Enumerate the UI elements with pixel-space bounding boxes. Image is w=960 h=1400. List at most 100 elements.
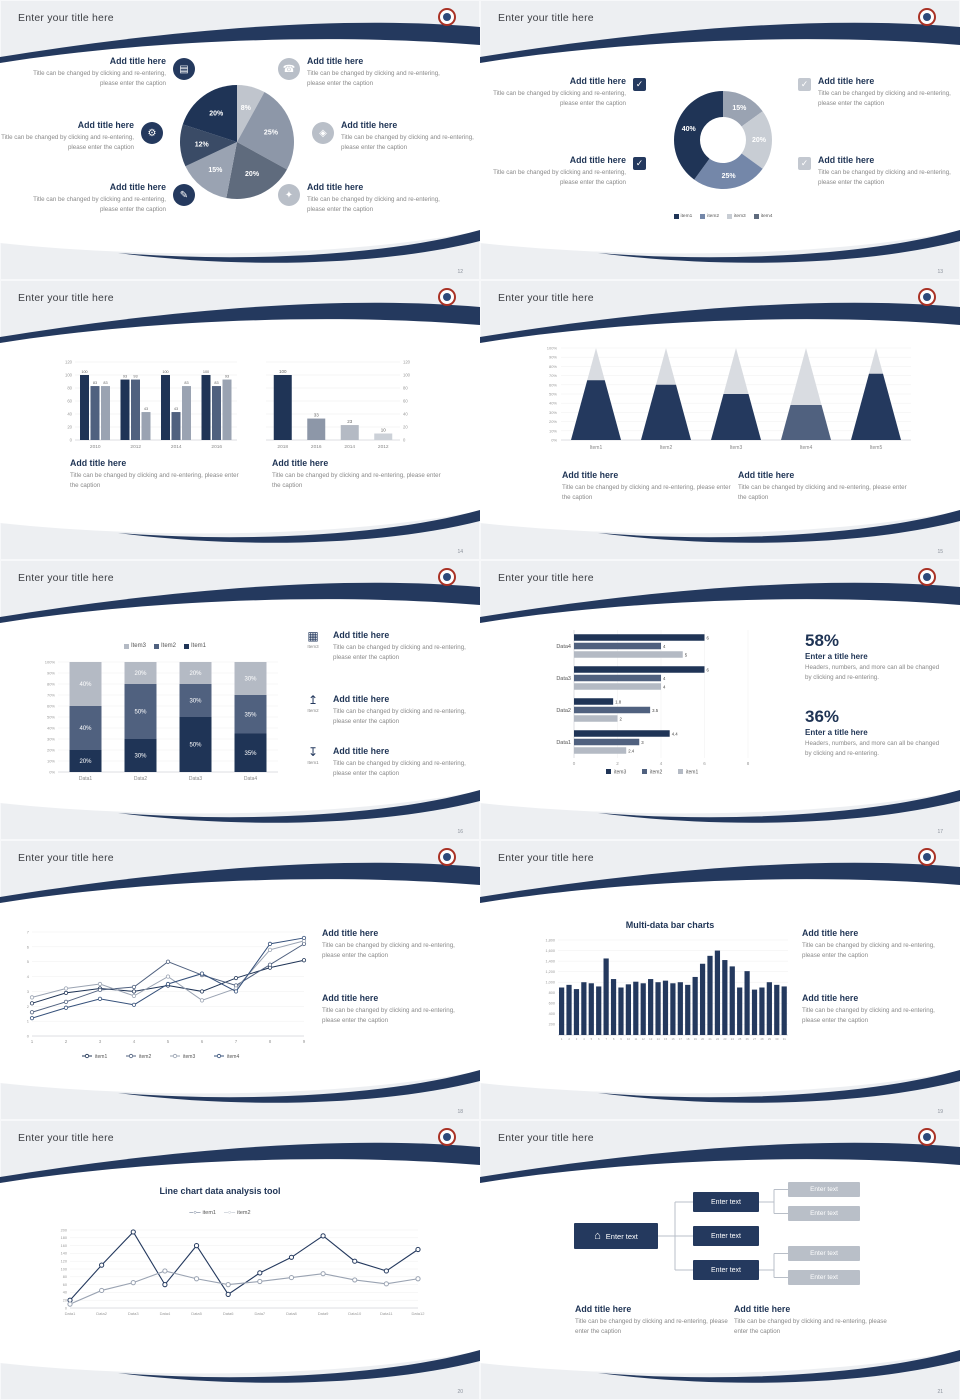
donut-chart: 15% 20% 25% 40% [674, 91, 772, 189]
svg-text:7: 7 [605, 1037, 607, 1041]
svg-text:24: 24 [731, 1037, 735, 1041]
diagram-node-box[interactable]: Enter text [693, 1226, 759, 1246]
chart-title: Line chart data analysis tool [159, 1186, 281, 1196]
block-caption: Title can be changed by clicking and re-… [272, 472, 441, 489]
block-title: Add title here [569, 155, 626, 165]
svg-text:100: 100 [279, 369, 287, 374]
monitor-icon: ▤ [173, 58, 195, 80]
svg-text:2018: 2018 [277, 444, 288, 450]
legend-item: item2 [700, 214, 719, 219]
slide-title: Enter your title here [498, 12, 594, 24]
svg-text:7: 7 [27, 930, 30, 935]
svg-text:15%: 15% [208, 167, 223, 174]
block-caption: Title can be changed by clicking and re-… [562, 484, 731, 501]
svg-text:400: 400 [549, 1012, 555, 1016]
diagram-root-box[interactable]: ⌂ Enter text [574, 1223, 658, 1249]
svg-text:item3: item3 [183, 1054, 195, 1060]
svg-text:23: 23 [347, 419, 353, 424]
block-caption: Title can be changed by clicking and re-… [33, 70, 166, 87]
feature-block: Add title here Title can be changed by c… [802, 993, 948, 1025]
diagram-leaf-box[interactable]: Enter text [788, 1182, 860, 1197]
block-title: Add title here [307, 182, 364, 192]
svg-text:20: 20 [63, 1299, 67, 1303]
stat-value: 36% [805, 707, 840, 726]
svg-text:10: 10 [627, 1037, 631, 1041]
feature-block: Add title here Title can be changed by c… [272, 458, 442, 490]
page-number: 18 [457, 1109, 463, 1115]
slide-12[interactable]: Enter your title here 8% 25% 20% 15% 12% 20% … [0, 0, 480, 280]
svg-text:0: 0 [27, 1034, 30, 1039]
svg-text:5: 5 [27, 959, 30, 964]
svg-text:item2: item2 [650, 770, 662, 776]
svg-text:1,400: 1,400 [545, 959, 555, 963]
svg-text:2: 2 [568, 1037, 570, 1041]
page-number: 20 [457, 1389, 463, 1395]
feature-block: Add title here Title can be changed by c… [14, 56, 202, 88]
svg-text:Data3: Data3 [189, 776, 203, 782]
stat-title: Enter a title here [805, 728, 868, 737]
svg-text:140: 140 [61, 1252, 67, 1256]
block-title: Add title here [569, 76, 626, 86]
svg-text:100: 100 [61, 1267, 67, 1271]
slide-13[interactable]: Enter your title here 15% 20% 25% 40% item1… [480, 0, 960, 280]
diagram-node-box[interactable]: Enter text [693, 1260, 759, 1280]
svg-text:600: 600 [549, 1002, 555, 1006]
stat-title: Enter a title here [805, 652, 868, 661]
svg-text:28: 28 [760, 1037, 764, 1041]
block-caption: Title can be changed by clicking and re-… [341, 134, 474, 151]
svg-text:4.4: 4.4 [672, 731, 679, 736]
slide-title: Enter your title here [18, 572, 114, 584]
svg-text:6: 6 [707, 635, 710, 640]
slide-decoration [480, 22, 960, 263]
slide-decoration [0, 1142, 480, 1383]
slide-15[interactable]: Enter your title here 0% 10% 20% 30% 40% 50% 6… [480, 280, 960, 560]
line-legend: ─○─ item1 ─○─ item2 [140, 1210, 300, 1216]
slide-20[interactable]: Enter your title here Line chart data an… [0, 1120, 480, 1400]
svg-text:18: 18 [686, 1037, 690, 1041]
key-icon: ✦ [278, 184, 300, 206]
feature-block: Add title here Title can be changed by c… [14, 182, 202, 214]
svg-text:6: 6 [201, 1039, 204, 1044]
svg-text:60: 60 [403, 399, 408, 404]
svg-text:180: 180 [61, 1236, 67, 1240]
slide-21[interactable]: Enter your title here ⌂ Enter text Enter … [480, 1120, 960, 1400]
svg-text:120: 120 [61, 1260, 67, 1264]
stat-caption: Headers, numbers, and more can all be ch… [805, 664, 940, 681]
svg-text:50%: 50% [189, 743, 202, 749]
svg-text:6: 6 [703, 761, 706, 766]
slide-17[interactable]: Enter your title here 0 2 4 6 8 Data4 6 4 5 Data3… [480, 560, 960, 840]
svg-text:8: 8 [613, 1037, 615, 1041]
svg-text:20%: 20% [752, 137, 767, 144]
legend-item: item3 [727, 214, 746, 219]
svg-text:8: 8 [747, 761, 750, 766]
svg-text:20%: 20% [134, 671, 147, 677]
legend-item: ─○─ item2 [224, 1210, 251, 1216]
school-logo-icon [438, 288, 456, 306]
diagram-leaf-box[interactable]: Enter text [788, 1270, 860, 1285]
block-caption: Title can be changed by clicking and re-… [493, 169, 626, 186]
diagram-leaf-box[interactable]: Enter text [788, 1206, 860, 1221]
block-caption: Title can be changed by clicking and re-… [818, 169, 951, 186]
svg-text:40%: 40% [79, 726, 92, 732]
school-logo-icon [918, 8, 936, 26]
block-caption: Title can be changed by clicking and re-… [802, 1007, 935, 1024]
diagram-node-box[interactable]: Enter text [693, 1192, 759, 1212]
slide-19[interactable]: Enter your title here Multi-data bar cha… [480, 840, 960, 1120]
feature-block: Add title here Title can be changed by c… [562, 470, 732, 502]
svg-text:19: 19 [694, 1037, 698, 1041]
svg-text:Data5: Data5 [191, 1311, 202, 1316]
slide-14[interactable]: Enter your title here 0 20 40 60 80 100 120 201… [0, 280, 480, 560]
svg-text:100%: 100% [547, 346, 558, 351]
svg-text:20: 20 [403, 425, 408, 430]
page-number: 21 [937, 1389, 943, 1395]
page-number: 13 [937, 269, 943, 275]
diagram-leaf-box[interactable]: Enter text [788, 1246, 860, 1261]
block-caption: Title can be changed by clicking and re-… [734, 1318, 887, 1335]
slide-16[interactable]: Enter your title here Item3 Item2 Item1 0%… [0, 560, 480, 840]
svg-text:2: 2 [620, 716, 623, 721]
flow-diagram: ⌂ Enter text Enter text Enter text Enter … [558, 1175, 878, 1290]
slide-title: Enter your title here [498, 292, 594, 304]
svg-text:43: 43 [174, 407, 178, 411]
